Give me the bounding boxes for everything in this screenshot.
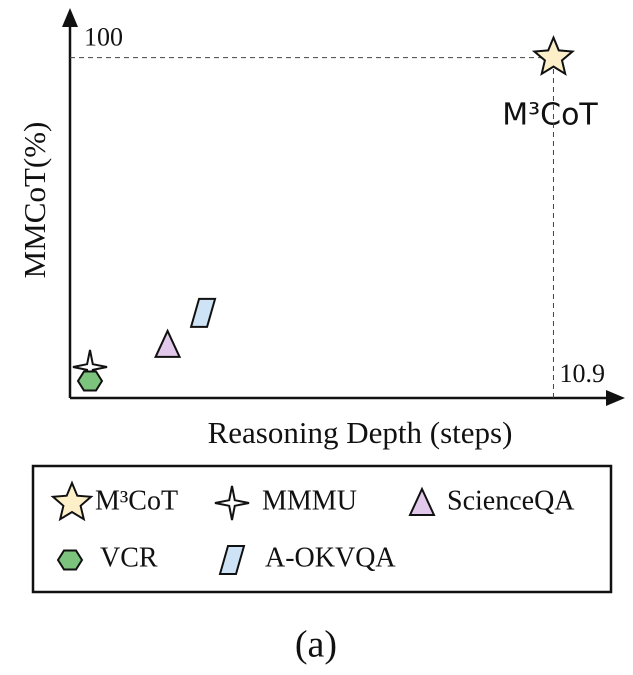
legend-label: A-OKVQA	[265, 542, 396, 573]
point	[531, 34, 575, 76]
point	[154, 328, 182, 358]
x-tick-label: 10.9	[559, 359, 605, 388]
x-axis-arrow	[606, 390, 625, 406]
legend-marker	[56, 549, 84, 571]
legend-marker	[218, 545, 246, 575]
x-axis-label: Reasoning Depth (steps)	[208, 415, 513, 450]
y-tick-label: 100	[84, 23, 123, 52]
caption: (a)	[295, 624, 337, 666]
legend-marker	[408, 486, 436, 516]
y-axis-arrow	[62, 8, 78, 27]
legend-marker	[214, 485, 250, 521]
point	[76, 370, 104, 392]
annotation: M³CoT	[502, 98, 598, 133]
legend-label: ScienceQA	[447, 485, 575, 516]
legend-label: VCR	[100, 542, 158, 573]
legend-label: M³CoT	[95, 485, 178, 516]
legend-label: MMMU	[262, 485, 357, 516]
legend-marker	[50, 480, 94, 522]
point	[189, 297, 217, 328]
y-axis-label: MMCoT(%)	[17, 122, 52, 279]
legend-box	[31, 464, 613, 594]
